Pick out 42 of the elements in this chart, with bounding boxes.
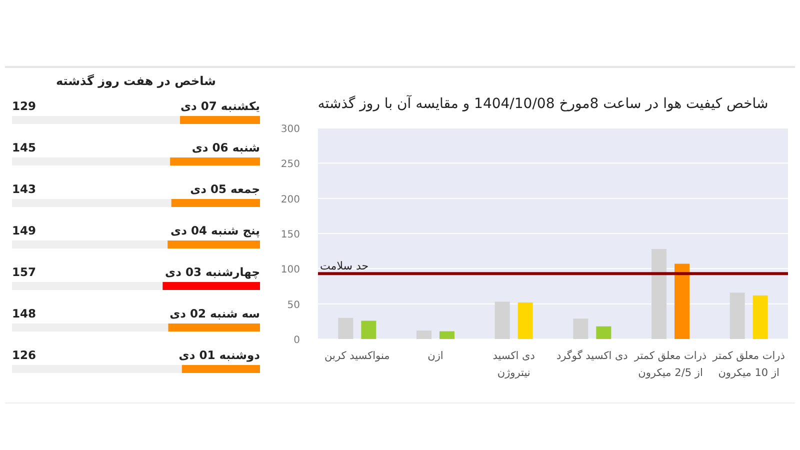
bar <box>338 318 354 339</box>
data-label: 145 <box>12 140 36 154</box>
bar <box>573 318 588 339</box>
y-tick-label: 250 <box>280 159 300 170</box>
y-tick-label: شنبه 06 دی <box>192 140 260 154</box>
x-tick-label: دی اکسید گوگرد <box>556 349 628 362</box>
data-label: 126 <box>12 348 36 362</box>
bar <box>674 264 690 339</box>
bar <box>730 292 745 339</box>
y-tick-label: 150 <box>280 230 300 240</box>
bar <box>416 330 432 339</box>
bar <box>440 331 454 339</box>
y-tick-label: 100 <box>280 264 300 276</box>
y-tick-label: سه شنبه 02 دی <box>170 306 260 320</box>
bar <box>494 302 510 339</box>
y-tick-label: چهارشنبه 03 دی <box>165 265 260 279</box>
x-tick-label: منواکسید کربن <box>324 350 390 362</box>
y-tick-label: 50 <box>287 300 300 311</box>
bar <box>596 326 612 339</box>
x-tick-label: ذرات معلق کمتر از 10 میکرون <box>712 350 786 379</box>
y-tick-label: پنج شنبه 04 دی <box>170 224 260 238</box>
x-tick-label: ازن <box>428 350 444 362</box>
bar <box>752 295 768 339</box>
x-tick-label: ذرات معلق کمتر از 2/5 میکرون <box>633 350 707 379</box>
data-label: 157 <box>12 265 36 279</box>
ref-line-label: حد سلامت <box>320 260 369 273</box>
y-tick-label: 200 <box>280 194 300 206</box>
chart-title: شاخص کیفیت هوا در ساعت 8مورخ 1404/10/08 و مقایسه آن با روز گذشته <box>318 94 768 112</box>
y-tick-label: 300 <box>280 124 300 135</box>
data-label: 129 <box>12 99 36 113</box>
x-tick-label: دی اکسید نیتروژن <box>492 350 536 379</box>
y-tick-label: 0 <box>294 335 300 346</box>
bar <box>518 302 533 339</box>
y-tick-label: یکشنبه 07 دی <box>180 99 260 113</box>
bar <box>652 248 666 339</box>
y-tick-label: جمعه 05 دی <box>190 182 260 196</box>
data-label: 149 <box>12 224 36 238</box>
data-label: 143 <box>12 182 36 196</box>
chart-title: شاخص در هفت روز گذشته <box>56 74 216 88</box>
bar <box>361 320 376 339</box>
y-tick-label: دوشنبه 01 دی <box>178 348 260 362</box>
data-label: 148 <box>12 306 36 320</box>
